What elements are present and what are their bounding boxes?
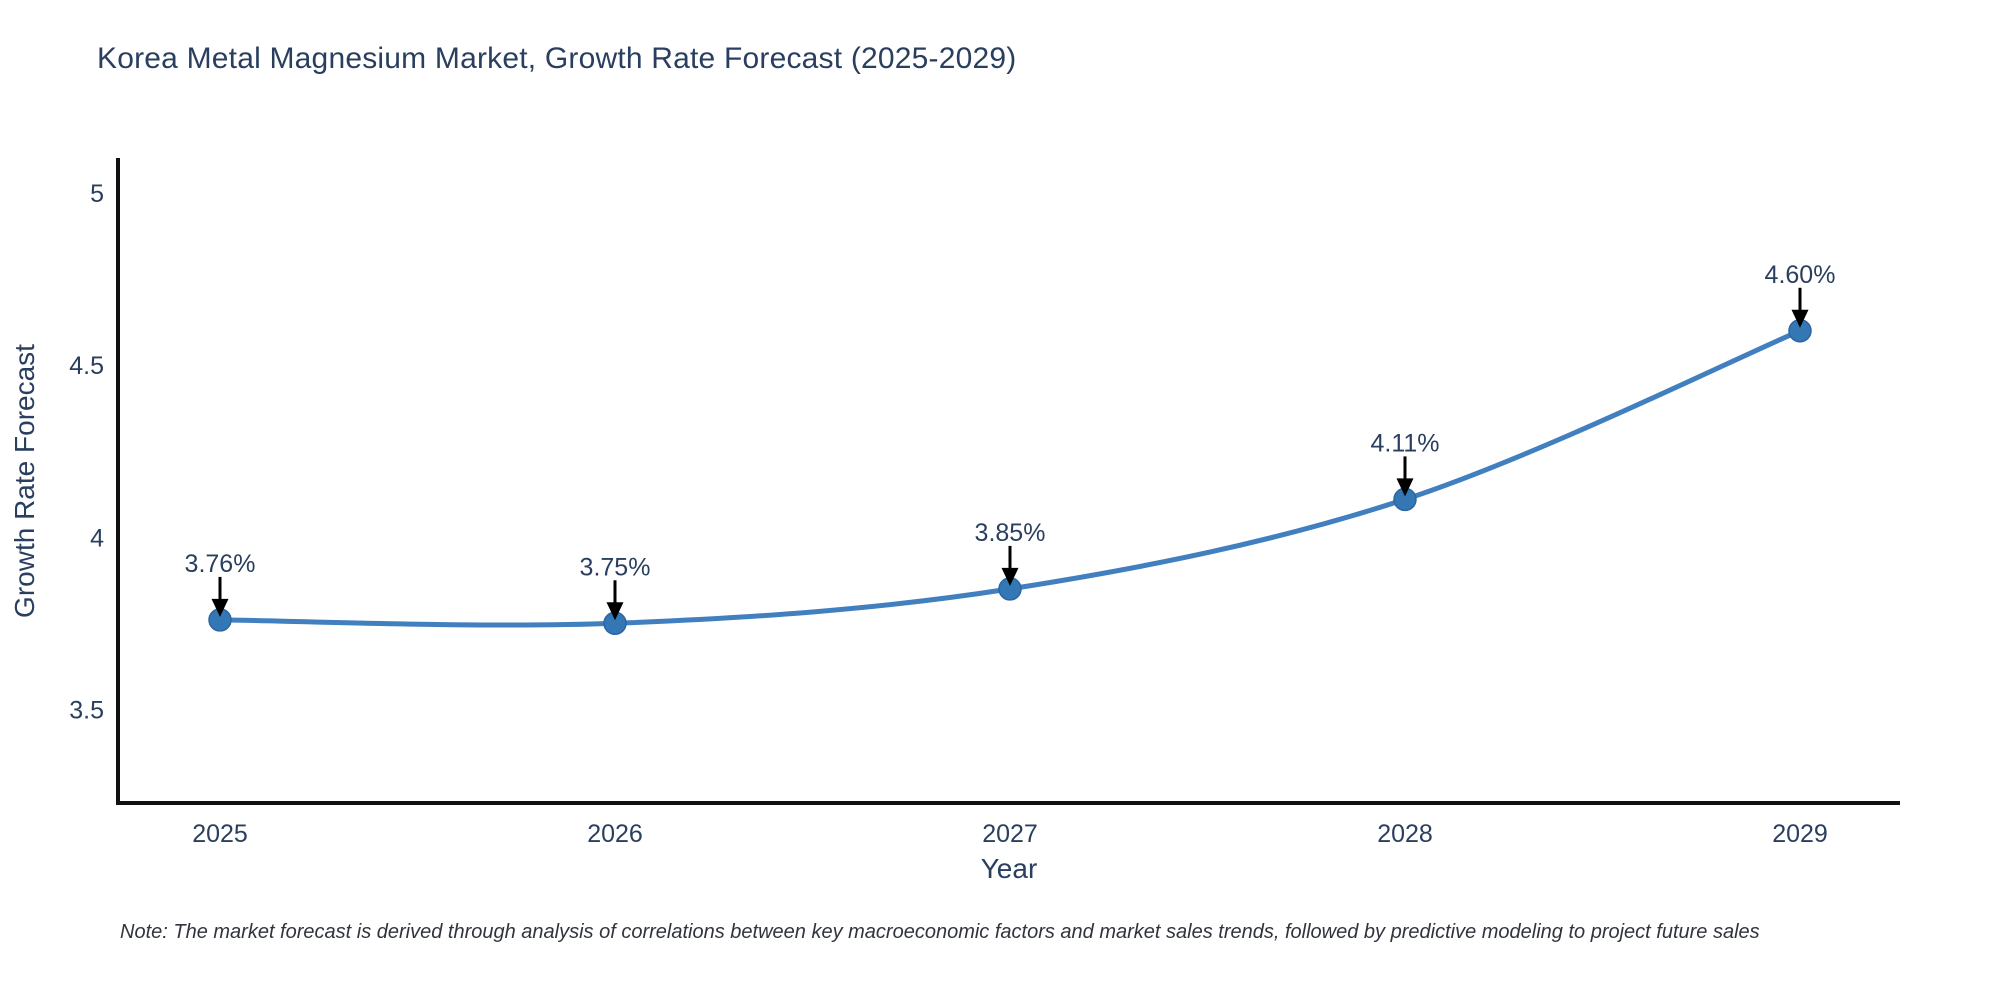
point-label-2027: 3.85% xyxy=(975,519,1046,547)
line-series xyxy=(208,319,1812,636)
annotation-arrowhead-icon xyxy=(1396,478,1414,497)
y-axis-tick-labels: 5 4.5 4 3.5 xyxy=(69,180,104,724)
y-tick-label-3.5: 3.5 xyxy=(69,696,104,724)
footnote: Note: The market forecast is derived thr… xyxy=(120,921,1760,943)
y-tick-label-5: 5 xyxy=(90,180,104,208)
chart-title: Korea Metal Magnesium Market, Growth Rat… xyxy=(97,42,1017,75)
point-label-2025: 3.76% xyxy=(185,550,256,578)
annotation-arrowhead-icon xyxy=(211,598,229,617)
annotation-arrowhead-icon xyxy=(606,602,624,621)
y-axis-title: Growth Rate Forecast xyxy=(9,344,40,618)
x-axis-title: Year xyxy=(981,853,1038,884)
point-label-2026: 3.75% xyxy=(580,553,651,581)
point-label-2028: 4.11% xyxy=(1370,429,1439,457)
annotation-arrowhead-icon xyxy=(1791,309,1809,328)
x-tick-label-2025: 2025 xyxy=(192,820,248,848)
x-tick-label-2029: 2029 xyxy=(1772,820,1828,848)
annotation-arrowhead-icon xyxy=(1001,567,1019,586)
x-tick-label-2027: 2027 xyxy=(982,820,1038,848)
x-axis-tick-labels: 2025 2026 2027 2028 2029 xyxy=(192,820,1828,848)
point-label-2029: 4.60% xyxy=(1765,261,1836,289)
y-tick-label-4: 4 xyxy=(90,524,104,552)
point-annotations: 3.76% 3.75% 3.85% 4.11% 4.60% xyxy=(185,261,1836,621)
x-tick-label-2026: 2026 xyxy=(587,820,643,848)
y-tick-label-4.5: 4.5 xyxy=(69,352,104,380)
x-tick-label-2028: 2028 xyxy=(1377,820,1433,848)
axes-lines xyxy=(116,158,1900,805)
